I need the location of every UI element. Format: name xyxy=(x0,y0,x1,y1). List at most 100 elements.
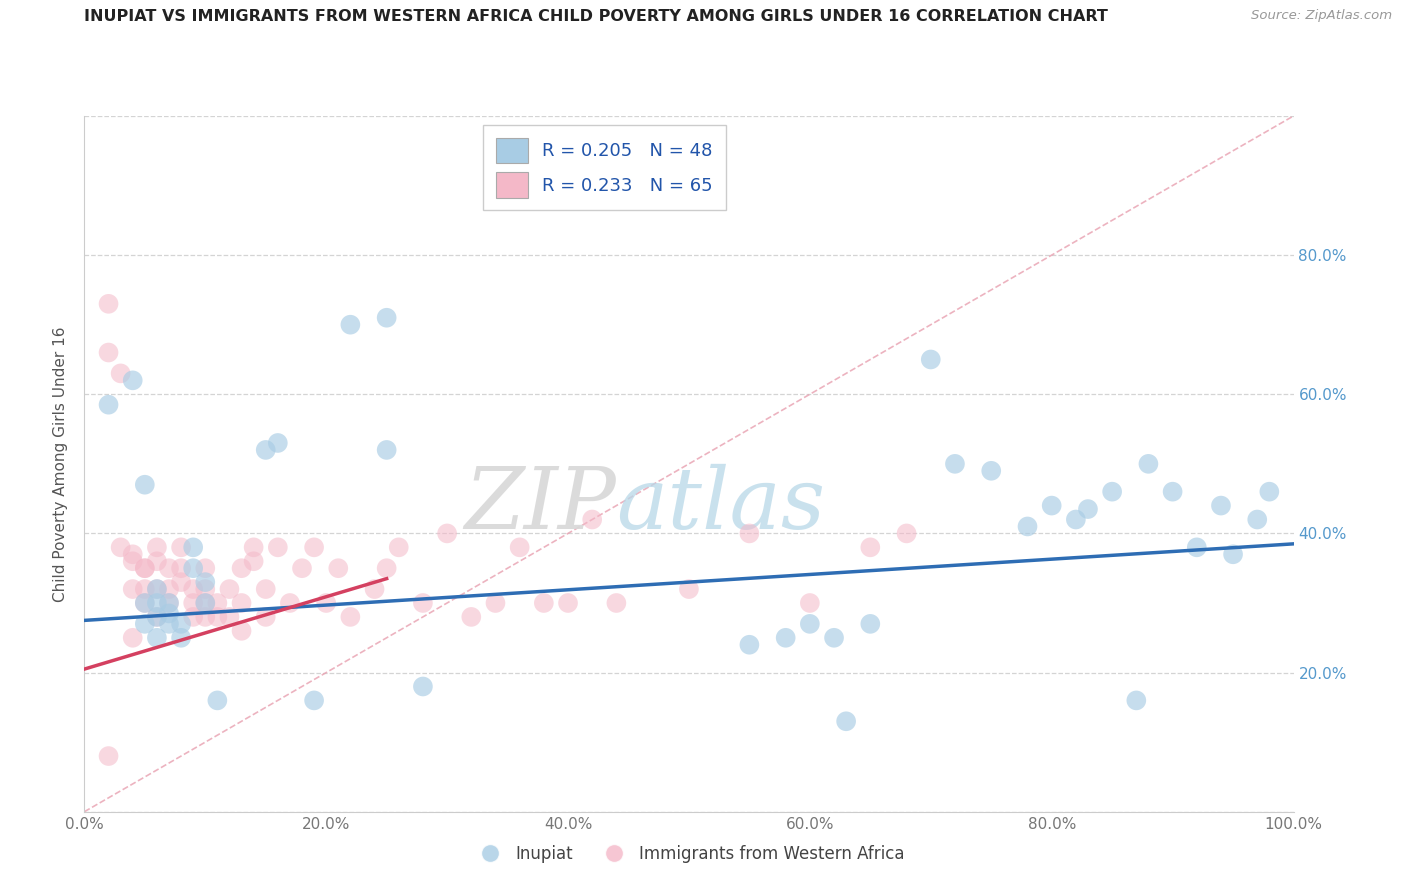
Point xyxy=(267,436,290,450)
Point xyxy=(1258,484,1281,499)
Point xyxy=(110,541,132,555)
Point xyxy=(97,345,120,359)
Point xyxy=(181,610,204,624)
Point xyxy=(678,582,700,596)
Point xyxy=(302,693,325,707)
Point xyxy=(181,596,204,610)
Point xyxy=(267,541,290,555)
Point xyxy=(799,616,821,631)
Point xyxy=(207,610,229,624)
Point xyxy=(328,561,350,575)
Point xyxy=(170,575,193,590)
Point xyxy=(254,442,277,457)
Point xyxy=(920,352,942,367)
Point xyxy=(146,554,169,568)
Point xyxy=(605,596,627,610)
Point xyxy=(194,561,217,575)
Point xyxy=(231,624,253,638)
Point xyxy=(738,638,761,652)
Point xyxy=(170,616,193,631)
Point xyxy=(97,749,120,764)
Point xyxy=(375,442,398,457)
Point xyxy=(181,541,204,555)
Point xyxy=(1077,502,1099,516)
Point xyxy=(1185,541,1208,555)
Point xyxy=(581,512,603,526)
Point xyxy=(775,631,797,645)
Point xyxy=(980,464,1002,478)
Point xyxy=(254,610,277,624)
Point xyxy=(207,596,229,610)
Point xyxy=(218,582,240,596)
Point xyxy=(157,596,180,610)
Point xyxy=(170,561,193,575)
Point xyxy=(291,561,314,575)
Point xyxy=(134,582,156,596)
Point xyxy=(242,541,264,555)
Point xyxy=(194,575,217,590)
Point xyxy=(278,596,301,610)
Point xyxy=(121,373,143,387)
Point xyxy=(1040,499,1063,513)
Point xyxy=(823,631,845,645)
Point xyxy=(375,561,398,575)
Point xyxy=(339,318,361,332)
Point xyxy=(484,596,506,610)
Point xyxy=(146,631,169,645)
Point xyxy=(1101,484,1123,499)
Point xyxy=(242,554,264,568)
Point xyxy=(146,596,169,610)
Point xyxy=(412,680,434,694)
Point xyxy=(146,610,169,624)
Point xyxy=(134,616,156,631)
Point xyxy=(134,561,156,575)
Point xyxy=(388,541,411,555)
Point xyxy=(146,610,169,624)
Point xyxy=(254,582,277,596)
Point xyxy=(194,596,217,610)
Point xyxy=(134,561,156,575)
Point xyxy=(799,596,821,610)
Text: atlas: atlas xyxy=(616,464,825,547)
Point xyxy=(194,582,217,596)
Point xyxy=(146,582,169,596)
Point xyxy=(194,596,217,610)
Point xyxy=(231,596,253,610)
Y-axis label: Child Poverty Among Girls Under 16: Child Poverty Among Girls Under 16 xyxy=(53,326,69,601)
Point xyxy=(460,610,482,624)
Point xyxy=(207,693,229,707)
Text: INUPIAT VS IMMIGRANTS FROM WESTERN AFRICA CHILD POVERTY AMONG GIRLS UNDER 16 COR: INUPIAT VS IMMIGRANTS FROM WESTERN AFRIC… xyxy=(84,9,1108,24)
Point xyxy=(134,596,156,610)
Point xyxy=(194,610,217,624)
Point xyxy=(218,610,240,624)
Point xyxy=(1222,547,1244,561)
Point xyxy=(436,526,458,541)
Point xyxy=(835,714,858,729)
Point xyxy=(146,541,169,555)
Point xyxy=(170,631,193,645)
Text: ZIP: ZIP xyxy=(464,464,616,547)
Point xyxy=(121,547,143,561)
Point xyxy=(110,367,132,381)
Point xyxy=(121,631,143,645)
Point xyxy=(157,561,180,575)
Point xyxy=(1161,484,1184,499)
Point xyxy=(97,398,120,412)
Point xyxy=(157,582,180,596)
Point xyxy=(363,582,385,596)
Point xyxy=(121,582,143,596)
Point xyxy=(339,610,361,624)
Point xyxy=(231,561,253,575)
Point xyxy=(134,596,156,610)
Point xyxy=(157,607,180,621)
Point xyxy=(738,526,761,541)
Point xyxy=(859,616,882,631)
Text: Source: ZipAtlas.com: Source: ZipAtlas.com xyxy=(1251,9,1392,22)
Legend: Inupiat, Immigrants from Western Africa: Inupiat, Immigrants from Western Africa xyxy=(467,838,911,870)
Point xyxy=(121,554,143,568)
Point xyxy=(181,561,204,575)
Point xyxy=(181,582,204,596)
Point xyxy=(302,541,325,555)
Point xyxy=(134,477,156,491)
Point xyxy=(1246,512,1268,526)
